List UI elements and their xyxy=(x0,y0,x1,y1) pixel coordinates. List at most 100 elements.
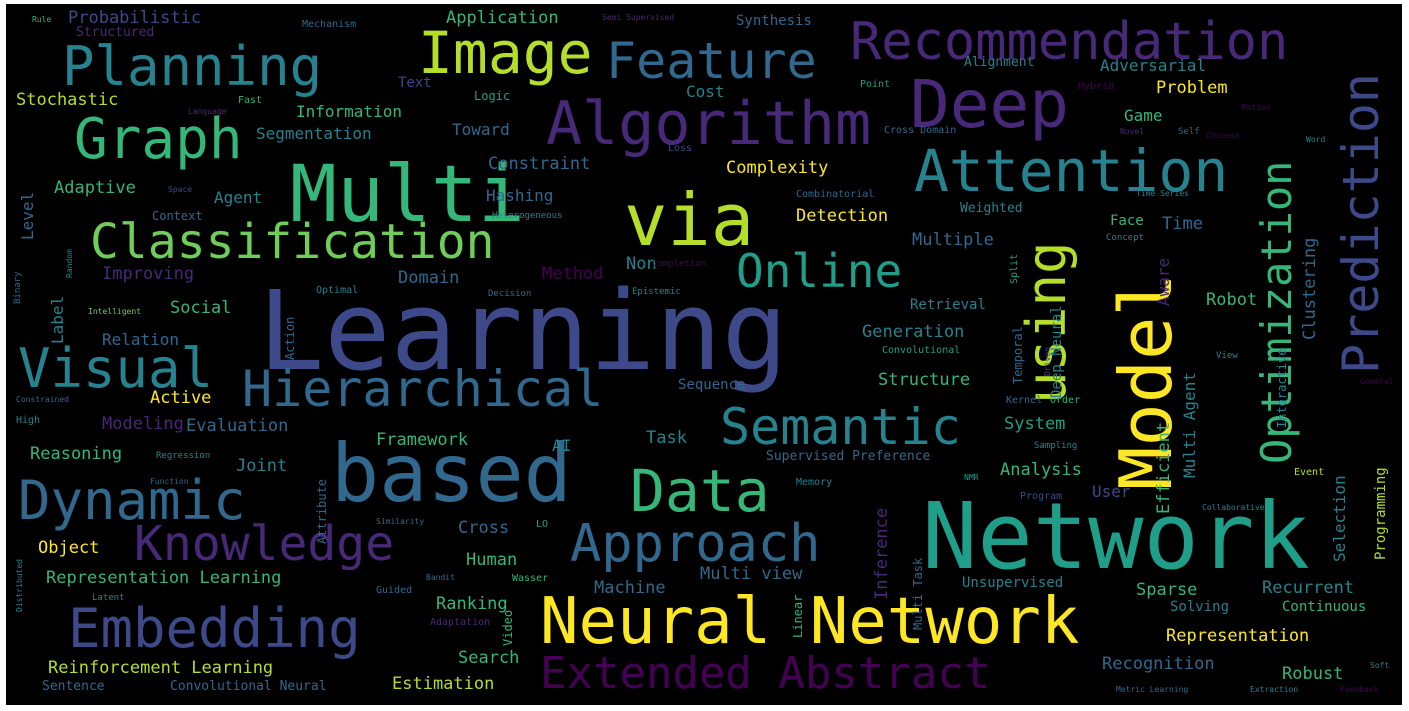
word-intelligent: Intelligent xyxy=(88,307,141,316)
word-planning: Planning xyxy=(62,35,323,98)
word-weighted: Weighted xyxy=(960,201,1023,216)
word-lo: LO xyxy=(536,519,549,530)
word-framework: Framework xyxy=(376,430,469,450)
word-online: Online xyxy=(736,244,903,298)
word-novel: Novel xyxy=(1120,127,1145,136)
word-joint: Joint xyxy=(236,456,288,476)
word-hashing: Hashing xyxy=(486,186,554,205)
word-information: Information xyxy=(296,102,402,121)
word-heterogeneous: Heterogeneous xyxy=(492,211,563,221)
word-self: Self xyxy=(1178,127,1200,137)
word-point: Point xyxy=(860,79,891,90)
word-multi: Multi xyxy=(290,150,525,240)
word-sparse: Sparse xyxy=(1136,580,1198,600)
word-multi-task: Multi Task xyxy=(911,557,925,630)
word-analysis: Analysis xyxy=(1000,460,1082,480)
word-data: Data xyxy=(630,457,770,525)
word-efficient: Efficient xyxy=(1154,421,1174,514)
word-machine: Machine xyxy=(594,578,666,598)
word-regression: Regression xyxy=(156,451,211,461)
word-combinatorial: Combinatorial xyxy=(796,189,875,200)
word-kernel: Kernel xyxy=(1006,395,1043,406)
word-improving: Improving xyxy=(102,264,195,284)
word-memory: Memory xyxy=(796,477,833,488)
word-structured: Structured xyxy=(76,25,155,40)
word-distributed: Distributed xyxy=(15,559,24,612)
word-deep: Deep xyxy=(910,66,1069,143)
word-sequence: Sequence xyxy=(678,377,746,393)
word-social: Social xyxy=(170,298,232,318)
word-prediction: Prediction xyxy=(1332,72,1390,374)
word-recurrent: Recurrent xyxy=(1262,578,1355,598)
word-label: Label xyxy=(48,295,67,344)
word-detection: Detection xyxy=(796,206,889,226)
word-relation: Relation xyxy=(102,330,180,349)
word-recognition: Recognition xyxy=(1102,654,1215,674)
word-problem: Problem xyxy=(1156,78,1228,98)
word-representation-learning: Representation Learning xyxy=(46,568,282,588)
word-attribute: Attribute xyxy=(315,478,329,544)
word-extended-abstract: Extended Abstract xyxy=(540,648,991,699)
word-optimal: Optimal xyxy=(316,285,359,296)
word-non: Non xyxy=(626,254,657,274)
word-nmr: NMR xyxy=(964,473,979,482)
word-dynamic: Dynamic xyxy=(18,469,246,532)
word-retrieval: Retrieval xyxy=(910,297,986,313)
word-image: Image xyxy=(418,19,593,87)
word-segmentation: Segmentation xyxy=(256,124,372,143)
word-decision: Decision xyxy=(488,289,532,299)
word-similarity: Similarity xyxy=(376,517,425,526)
word-fast: Fast xyxy=(238,95,263,106)
word-classification: Classification xyxy=(90,214,495,270)
word-convolutional: Convolutional xyxy=(882,345,961,356)
word-random: Random xyxy=(65,249,74,278)
word-completion: Completion xyxy=(652,259,707,269)
word-visual: Visual xyxy=(18,337,214,400)
word-inference: Inference xyxy=(872,507,892,600)
word-robot: Robot xyxy=(1206,290,1258,310)
word-user: User xyxy=(1092,482,1131,501)
word-generation: Generation xyxy=(862,322,965,342)
word-human: Human xyxy=(466,550,518,570)
word-cross-domain: Cross Domain xyxy=(884,125,957,136)
word-ai: AI xyxy=(552,436,572,455)
word-programming: Programming xyxy=(1373,467,1389,560)
word-chinese: Chinese xyxy=(1206,131,1240,140)
word-epistemic: Epistemic xyxy=(632,287,681,297)
word-event: Event xyxy=(1294,467,1325,478)
word-semi-supervised: Semi Supervised xyxy=(602,13,675,22)
word-collaborative: Collaborative xyxy=(1202,503,1265,512)
word-method: Method xyxy=(542,264,604,284)
word-hybrid: Hybrid xyxy=(1078,81,1115,92)
word-representation: Representation xyxy=(1166,626,1310,646)
word-face: Face xyxy=(1110,213,1144,229)
word-solving: Solving xyxy=(1170,599,1230,615)
word-view: View xyxy=(1216,351,1238,361)
word-game: Game xyxy=(1124,106,1163,125)
word-using: using xyxy=(1015,241,1078,404)
word-latent: Latent xyxy=(92,593,125,603)
word-general: General xyxy=(1360,377,1394,386)
word-feature: Feature xyxy=(606,32,817,90)
word-system: System xyxy=(1004,414,1066,434)
word-split: Split xyxy=(1009,253,1020,284)
word-stochastic: Stochastic xyxy=(16,90,119,110)
word-video: Video xyxy=(501,609,515,646)
word-reinforcement-learning: Reinforcement Learning xyxy=(48,658,274,678)
word-context: Context xyxy=(152,209,203,223)
word-time-series: Time Series xyxy=(1136,189,1189,198)
word-task: Task xyxy=(646,428,687,448)
word-probabilistic: Probabilistic xyxy=(68,8,202,28)
word-constrained: Constrained xyxy=(16,395,69,404)
word-guided: Guided xyxy=(376,585,413,596)
word-synthesis: Synthesis xyxy=(736,13,812,29)
word-linear: Linear xyxy=(791,594,805,638)
word-based: based xyxy=(331,427,572,520)
word-estimation: Estimation xyxy=(392,674,495,694)
word-order: Order xyxy=(1050,395,1081,406)
word-level: Level xyxy=(18,191,37,240)
word-action: Action xyxy=(283,316,297,360)
word-soft: Soft xyxy=(1370,661,1390,670)
word-bandit: Bandit xyxy=(426,573,455,582)
word-adversarial: Adversarial xyxy=(1100,56,1206,75)
